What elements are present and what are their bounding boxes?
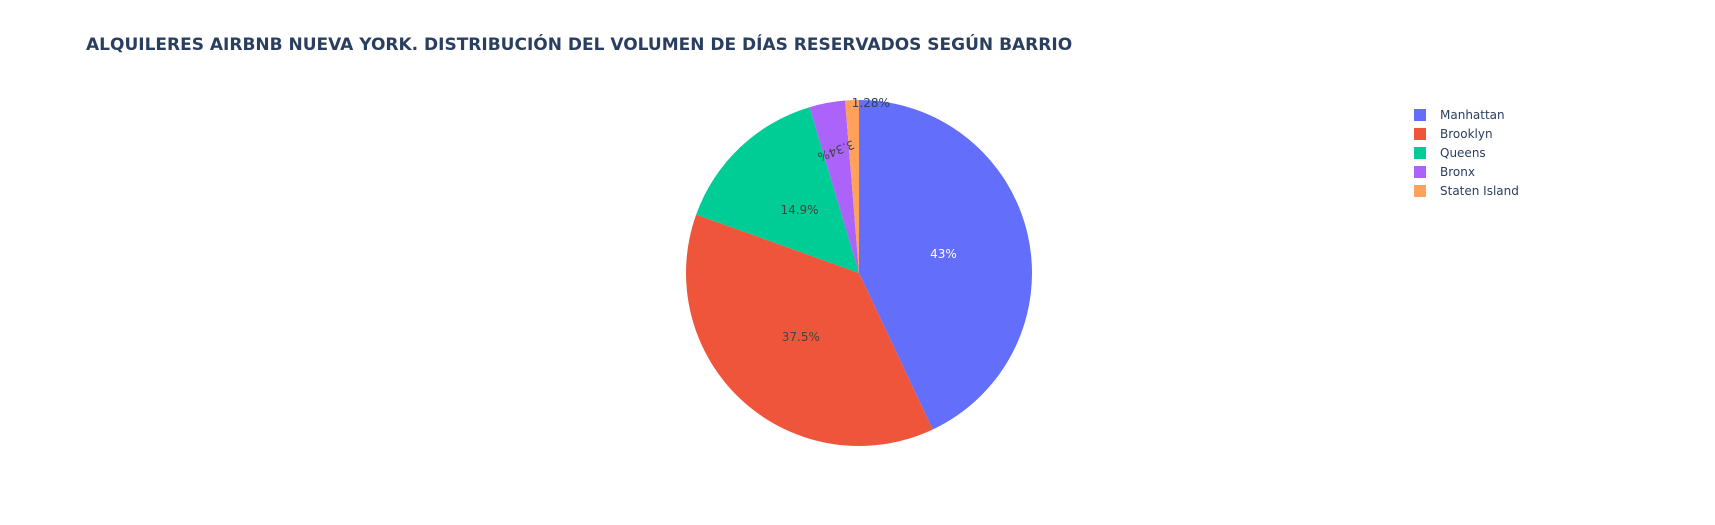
- legend-item-manhattan[interactable]: Manhattan: [1440, 108, 1505, 122]
- slice-label-manhattan: 43%: [930, 247, 957, 261]
- legend-swatch-queens[interactable]: [1414, 147, 1426, 159]
- legend-item-bronx[interactable]: Bronx: [1440, 165, 1475, 179]
- pie-slice-queens: [696, 107, 859, 273]
- chart-title: ALQUILERES AIRBNB NUEVA YORK. DISTRIBUCI…: [86, 33, 1072, 55]
- slice-label-staten-island: 1.28%: [852, 96, 890, 110]
- slice-label-queens: 14.9%: [780, 203, 818, 217]
- legend-swatch-staten-island[interactable]: [1414, 185, 1426, 197]
- pie-slice-bronx: [809, 100, 859, 274]
- pie-slice-brooklyn: [686, 214, 933, 446]
- legend-swatch-brooklyn[interactable]: [1414, 128, 1426, 140]
- legend-swatch-manhattan[interactable]: [1414, 109, 1426, 121]
- pie-slice-manhattan: [859, 100, 1032, 430]
- legend-item-queens[interactable]: Queens: [1440, 146, 1486, 160]
- legend-swatch-bronx[interactable]: [1414, 166, 1426, 178]
- pie-slices: [686, 100, 1032, 446]
- pie-slice-staten-island: [845, 100, 859, 273]
- legend: Manhattan Brooklyn Queens Bronx Staten Islan…: [1414, 108, 1519, 198]
- slice-label-brooklyn: 37.5%: [782, 330, 820, 344]
- legend-item-staten-island[interactable]: Staten Island: [1440, 184, 1519, 198]
- legend-item-brooklyn[interactable]: Brooklyn: [1440, 127, 1493, 141]
